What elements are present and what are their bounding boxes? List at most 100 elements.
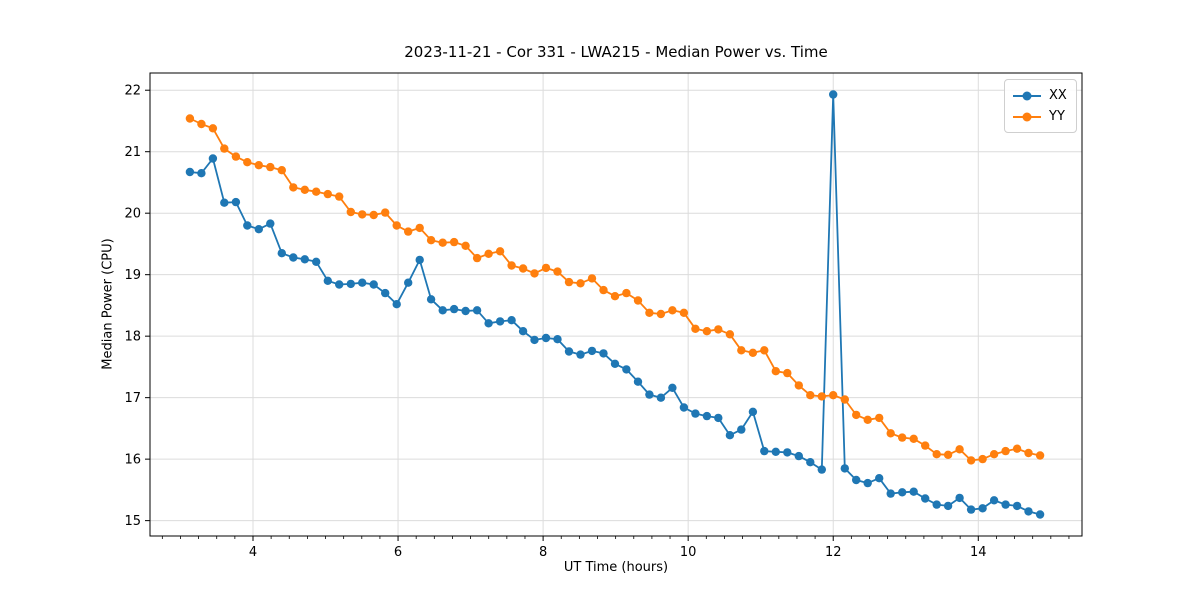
series-xx-marker: [438, 306, 447, 315]
series-yy-marker: [989, 450, 999, 459]
series-yy-marker: [415, 223, 424, 233]
series-yy-marker: [966, 456, 976, 465]
series-yy-marker: [852, 410, 861, 420]
series-yy-marker: [369, 210, 378, 220]
series-yy-marker: [553, 267, 562, 276]
series-xx-marker: [679, 403, 689, 412]
series-yy-marker: [208, 124, 218, 133]
y-tick-label: 15: [124, 514, 141, 529]
series-yy-marker: [943, 450, 953, 459]
series-xx-marker: [530, 335, 539, 345]
series-yy-marker: [645, 308, 654, 317]
legend-label-yy: YY: [1049, 109, 1065, 124]
series-xx-marker: [323, 276, 332, 285]
series-yy-marker: [254, 161, 263, 170]
x-tick-label: 10: [680, 545, 697, 560]
series-yy-marker: [243, 158, 252, 167]
series-xx-marker: [507, 316, 516, 325]
series-xx-marker: [783, 448, 792, 457]
series-xx-marker: [1035, 510, 1045, 519]
series-xx-marker: [760, 446, 769, 456]
y-tick-label: 19: [124, 268, 141, 283]
series-yy-marker: [1024, 448, 1033, 458]
series-xx-marker: [426, 295, 436, 304]
series-xx-marker: [266, 219, 275, 228]
series-xx-marker: [231, 197, 241, 207]
legend-entry-yy: YY: [1013, 106, 1067, 127]
series-xx-marker: [932, 500, 941, 509]
series-xx-marker: [656, 393, 666, 402]
series-xx-marker: [300, 255, 309, 264]
series-yy-marker: [1035, 451, 1045, 460]
series-xx-marker: [898, 488, 907, 497]
series-yy-marker: [518, 264, 528, 273]
series-xx-marker: [220, 198, 229, 207]
series-yy-marker: [783, 368, 792, 378]
series-xx-marker: [806, 458, 815, 467]
series-yy-marker: [231, 152, 241, 161]
plot-border: [149, 72, 1083, 537]
series-yy-marker: [323, 189, 332, 199]
series-xx-marker: [335, 280, 344, 289]
series-xx-marker: [725, 431, 735, 440]
series-yy-line: [188, 117, 1041, 462]
series-yy-marker: [714, 325, 723, 334]
series-xx-marker: [875, 474, 884, 483]
series-yy-marker: [656, 309, 666, 319]
series-yy-marker: [541, 263, 551, 273]
series-yy-marker: [449, 237, 459, 247]
series-yy-marker: [886, 429, 895, 438]
series-yy-marker: [817, 392, 826, 401]
series-yy-marker: [197, 119, 206, 129]
series-yy-marker: [794, 381, 803, 390]
legend-line-marker-xx-icon: [1013, 91, 1041, 101]
series-xx-marker: [208, 154, 218, 163]
series-xx-marker: [886, 489, 895, 498]
y-tick-label: 22: [124, 84, 141, 99]
series-yy-marker: [898, 433, 907, 442]
series-xx-line: [188, 93, 1041, 516]
x-tick-label: 14: [970, 545, 987, 560]
series-yy-marker: [622, 288, 631, 298]
x-tick-label: 4: [249, 545, 257, 560]
series-yy-marker: [277, 166, 286, 175]
series-yy-marker: [679, 308, 689, 317]
legend-line-marker-yy-icon: [1013, 112, 1041, 122]
series-xx-marker: [449, 304, 459, 314]
series-yy-marker: [875, 413, 884, 423]
series-yy-marker: [472, 253, 482, 263]
chart-title: 2023-11-21 - Cor 331 - LWA215 - Median P…: [404, 43, 828, 61]
series-yy-marker: [668, 306, 677, 315]
series-xx-marker: [1024, 507, 1033, 516]
series-yy-marker: [392, 221, 401, 230]
y-tick-label: 17: [124, 391, 141, 406]
series-yy-marker: [426, 236, 436, 245]
series-yy-marker: [978, 454, 987, 464]
series-xx-marker: [737, 425, 746, 434]
x-axis-label: UT Time (hours): [563, 560, 669, 575]
x-tick-label: 12: [825, 545, 842, 560]
series-xx-marker: [966, 505, 976, 514]
y-tick-label: 16: [124, 453, 141, 468]
series-xx-marker: [312, 257, 321, 266]
series-yy-marker: [564, 277, 574, 287]
series-yy-marker: [438, 238, 447, 247]
series-xx-marker: [346, 279, 355, 289]
series-xx-marker: [392, 300, 401, 309]
series-yy-marker: [300, 185, 309, 194]
series-xx-marker: [691, 409, 700, 418]
series-yy-marker: [829, 391, 838, 400]
series-xx-marker: [277, 249, 286, 258]
series-yy-marker: [748, 348, 758, 357]
series-yy-marker: [266, 162, 275, 172]
series-yy-marker: [495, 247, 505, 256]
series-xx-marker: [622, 365, 631, 374]
series-yy-marker: [725, 330, 735, 339]
series-xx-marker: [576, 350, 585, 359]
series-xx-marker: [1001, 500, 1010, 509]
series-xx-marker: [553, 335, 562, 344]
series-xx-marker: [587, 346, 597, 356]
series-yy-marker: [691, 324, 700, 333]
series-yy-marker: [599, 285, 608, 295]
